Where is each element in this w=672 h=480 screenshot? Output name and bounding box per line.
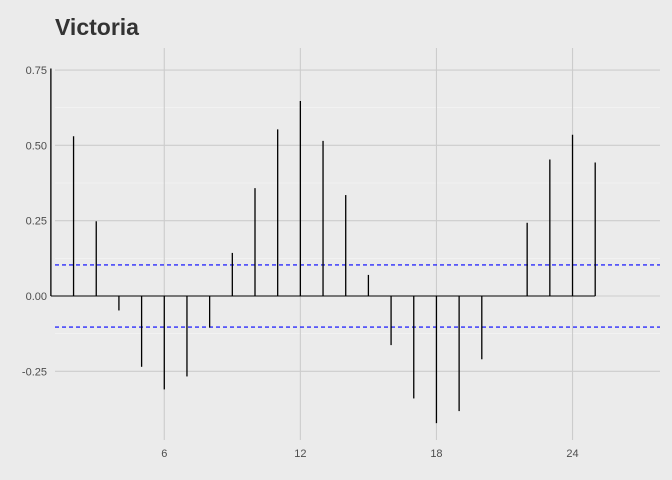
y-tick-label: -0.25 [22,366,47,378]
acf-spikes [50,68,596,424]
y-tick-label: 0.50 [26,140,47,152]
confidence-bounds [55,264,660,328]
x-tick-label: 24 [566,448,578,460]
x-axis: 6 12 18 24 [161,448,578,460]
y-tick-label: 0.00 [26,291,47,303]
x-tick-label: 6 [161,448,167,460]
x-tick-label: 18 [430,448,442,460]
chart-title: Victoria [55,14,139,40]
x-tick-label: 12 [294,448,306,460]
y-tick-label: 0.75 [26,65,47,77]
y-axis: 0.75 0.50 0.25 0.00 -0.25 [22,65,47,378]
y-tick-label: 0.25 [26,216,47,228]
grid-lines [55,48,660,440]
